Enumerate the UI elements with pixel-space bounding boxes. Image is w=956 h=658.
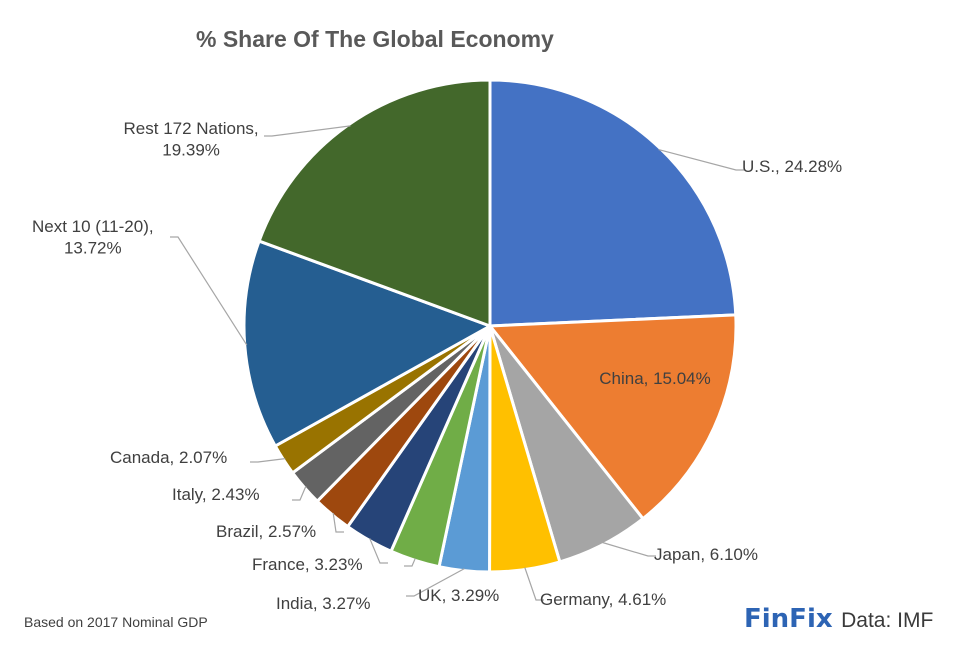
footnote: Based on 2017 Nominal GDP (24, 614, 208, 630)
data-label-italy: Italy, 2.43% (172, 485, 260, 504)
leader-line-next-10-11-20 (170, 236, 248, 346)
pie-slices (242, 78, 738, 574)
finfix-logo: FinFix (744, 604, 833, 634)
slice-labels: U.S., 24.28% China, 15.04% Japan, 6.10% Ger… (32, 119, 842, 613)
pie-slice-u-s (488, 78, 738, 328)
data-label-uk: UK, 3.29% (418, 586, 499, 605)
leader-line-france (369, 538, 388, 564)
data-label-canada: Canada, 2.07% (110, 448, 227, 467)
leader-line-india (404, 558, 416, 567)
pie-slice-next-10-11-20 (242, 239, 492, 448)
data-label-china: China, 15.04% (599, 369, 711, 388)
leader-line-rest-172-nations (264, 125, 351, 137)
leader-line-italy (292, 485, 307, 501)
leader-line-japan (602, 541, 656, 557)
data-label-next-10-11-20: Next 10 (11-20), 13.72% (32, 217, 154, 257)
leader-line-brazil (332, 512, 344, 533)
data-label-u-s: U.S., 24.28% (742, 157, 842, 176)
leader-line-uk (406, 568, 465, 597)
data-label-germany: Germany, 4.61% (540, 590, 666, 609)
pie-slice-rest-172-nations (257, 78, 492, 328)
data-label-india: India, 3.27% (276, 594, 371, 613)
data-label-rest-172-nations: Rest 172 Nations, 19.39% (124, 119, 259, 159)
data-label-brazil: Brazil, 2.57% (216, 522, 316, 541)
leader-line-canada (250, 458, 286, 463)
data-label-japan: Japan, 6.10% (654, 545, 758, 564)
source-credit: FinFix Data: IMF (744, 604, 933, 634)
leader-line-u-s (658, 149, 744, 171)
pie-slice-china (488, 313, 738, 521)
chart-title: % Share Of The Global Economy (196, 26, 554, 52)
leader-lines (170, 125, 744, 601)
data-source: Data: IMF (841, 609, 934, 632)
data-label-france: France, 3.23% (252, 555, 363, 574)
leader-line-germany (524, 567, 544, 601)
